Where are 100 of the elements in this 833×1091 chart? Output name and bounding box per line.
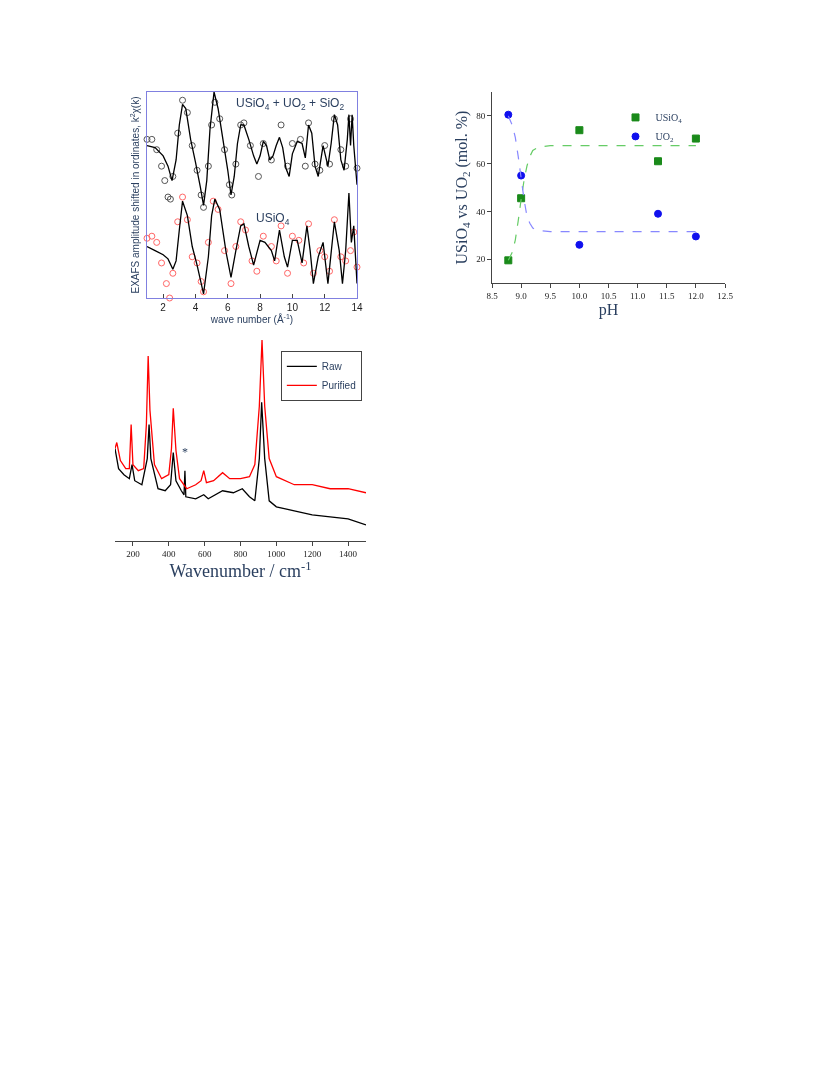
point	[300, 259, 308, 267]
point	[253, 267, 261, 275]
point	[216, 115, 224, 123]
point	[228, 191, 236, 199]
x-tick-label: 9.0	[515, 290, 528, 301]
point	[321, 253, 329, 261]
point	[350, 228, 358, 236]
point	[267, 156, 275, 164]
x-tick-label: 4	[192, 302, 199, 313]
point	[305, 220, 313, 228]
point	[221, 247, 229, 255]
point	[174, 218, 182, 226]
y-tick-label: 40	[476, 206, 486, 217]
annotation: USiO$_{4}$	[256, 211, 290, 227]
point	[183, 109, 191, 117]
x-tick-label: 8	[257, 302, 264, 313]
point	[259, 232, 267, 240]
point	[272, 257, 280, 265]
point	[691, 134, 700, 143]
point	[161, 177, 169, 185]
point	[248, 257, 256, 265]
point	[691, 232, 700, 241]
x-tick-label: 1200	[303, 548, 322, 559]
point	[654, 157, 663, 166]
x-axis-title: wave number (Å$^{-1}$)	[209, 313, 294, 326]
x-tick-label: 12.5	[717, 290, 734, 301]
point	[193, 259, 201, 267]
point	[347, 115, 355, 123]
x-tick-label: 10.0	[571, 290, 588, 301]
legend-label: UO$_{2}$	[655, 131, 674, 145]
point	[188, 253, 196, 261]
x-tick-label: 1000	[267, 548, 286, 559]
annotation: *	[182, 445, 188, 459]
legend-label: USiO$_{4}$	[655, 112, 683, 126]
point	[242, 226, 250, 234]
point	[330, 216, 338, 224]
point	[347, 247, 355, 255]
point	[277, 121, 285, 129]
legend-label: Raw	[321, 361, 343, 373]
point	[204, 238, 212, 246]
point	[204, 162, 212, 170]
point	[153, 238, 161, 246]
point	[288, 140, 296, 147]
point	[197, 191, 205, 199]
point	[162, 280, 170, 288]
x-tick-label: 600	[197, 548, 212, 559]
point	[337, 146, 345, 154]
point	[143, 135, 151, 143]
x-tick-label: 10.5	[600, 290, 617, 301]
point	[353, 164, 361, 172]
x-tick-label: 6	[224, 302, 231, 313]
point	[237, 121, 245, 129]
x-tick-label: 10	[286, 302, 299, 313]
x-tick-label: 2	[160, 302, 167, 313]
legend-label: Purified	[321, 380, 356, 392]
point	[296, 135, 304, 143]
annotation: USiO$_{4}$ + UO$_{2}$ + SiO$_{2}$	[236, 96, 345, 112]
point	[237, 218, 245, 226]
point	[148, 232, 156, 240]
point	[330, 115, 338, 123]
point	[143, 234, 151, 242]
x-tick-label: 12	[319, 302, 331, 313]
point	[316, 247, 324, 255]
point	[197, 278, 205, 286]
point	[284, 269, 292, 277]
point	[342, 257, 350, 265]
point	[301, 162, 309, 170]
x-tick-label: 8.5	[486, 290, 499, 301]
x-tick-label: 9.5	[544, 290, 557, 301]
point	[259, 140, 267, 147]
x-tick-label: 11.5	[659, 290, 675, 301]
x-tick-label: 11.0	[629, 290, 646, 301]
point	[316, 166, 324, 174]
point	[246, 142, 254, 150]
x-tick-label: 800	[233, 548, 248, 559]
point	[148, 135, 156, 143]
x-tick-label: 1400	[339, 548, 358, 559]
point	[193, 166, 201, 174]
point	[153, 146, 161, 154]
point	[504, 110, 513, 119]
point	[183, 216, 191, 224]
point	[353, 263, 361, 271]
x-tick-label: 200	[126, 548, 141, 559]
point	[337, 253, 345, 261]
point	[174, 129, 182, 137]
point	[208, 121, 216, 129]
point	[326, 267, 334, 275]
point	[321, 142, 329, 150]
point	[654, 209, 663, 218]
point	[311, 160, 319, 168]
x-tick-label: 12.0	[688, 290, 705, 301]
point	[232, 243, 240, 250]
point	[295, 236, 303, 244]
point	[211, 98, 219, 106]
point	[284, 162, 292, 170]
point	[225, 181, 233, 189]
y-tick-label: 60	[476, 158, 486, 169]
y-tick-label: 80	[476, 111, 486, 122]
point	[188, 142, 196, 150]
point	[227, 280, 235, 288]
